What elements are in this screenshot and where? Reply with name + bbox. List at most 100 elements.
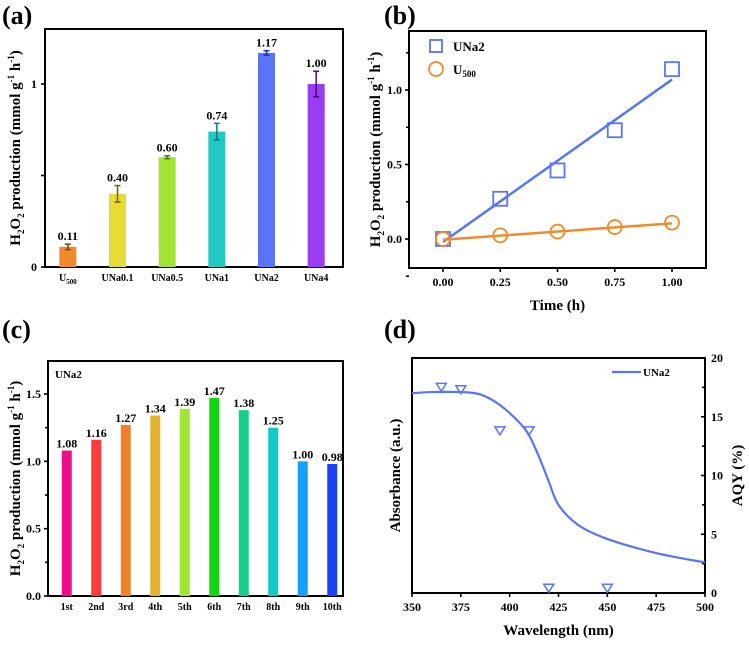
data-point-circle (606, 219, 623, 235)
panel-b-scatter-chart: 0.00 0.25 0.50 0.75 1.00 0.0 0.5 1.0 UNa2 U500 Tim… (366, 30, 707, 314)
data-point-square (549, 162, 566, 179)
x-tick-label: 475 (647, 600, 665, 614)
bar (297, 461, 308, 596)
x-category-label: UNa0.5 (151, 273, 183, 284)
absorbance-line (411, 390, 706, 564)
bar (91, 439, 102, 596)
bar-value-label: 1.00 (292, 447, 313, 461)
y2-tick-label: 10 (711, 469, 723, 483)
data-point-circle (492, 227, 509, 244)
bar (307, 84, 325, 267)
y2-axis-title: AQY (%) (730, 445, 746, 507)
x-tick-label: 1.00 (662, 275, 683, 289)
aqy-point-triangle (600, 583, 614, 594)
bar (258, 52, 275, 267)
panel-label-a: (a) (2, 1, 32, 30)
y-tick-label: 0 (31, 260, 37, 274)
y-axis-title: H2O2 production (mmol g-1 h-1) (6, 381, 26, 576)
x-tick-label: 0.25 (490, 275, 511, 289)
y-axis-title: H2O2 production (mmol g-1 h-1) (6, 50, 26, 245)
y-tick-label: 0.0 (26, 589, 41, 603)
data-point-square (606, 122, 623, 139)
aqy-point-triangle (454, 384, 468, 396)
x-category-label: UNa2 (254, 273, 278, 284)
panel-c-bar-chart: 0.0 0.5 1.0 1.5 1.08 1st 1.16 2nd 1.27 3rd 1.34 4th… (6, 360, 344, 613)
y2-tick-label: 20 (711, 351, 723, 365)
x-category-label: 10th (323, 602, 342, 613)
x-category-label: 4th (148, 602, 162, 613)
y-axis-title: Absorbance (a.u.) (388, 419, 404, 533)
plot-frame (47, 360, 344, 597)
x-tick-label: 400 (501, 600, 519, 614)
y-tick-label: 1.0 (26, 454, 41, 468)
x-category-label: 9th (296, 602, 310, 613)
y-tick-label: 1.0 (387, 83, 402, 97)
x-category-label: 3rd (118, 602, 133, 613)
bar-value-label: 1.38 (233, 396, 254, 410)
data-point-circle (549, 223, 566, 240)
data-point-square (492, 190, 509, 207)
sample-annotation: UNa2 (55, 369, 82, 381)
bar (208, 131, 226, 267)
data-point-circle (664, 214, 680, 231)
y-tick-label: 1 (31, 77, 37, 91)
x-category-label: 8th (266, 602, 280, 613)
x-category-label: U500 (59, 273, 77, 286)
bar-value-label: 0.11 (58, 229, 78, 243)
x-axis-title: Wavelength (nm) (503, 623, 613, 639)
x-category-label: UNa1 (205, 273, 229, 284)
y-tick-label: 1.5 (26, 387, 41, 401)
bar (179, 408, 190, 596)
plot-frame (44, 28, 344, 268)
bar-value-label: 1.47 (204, 384, 225, 398)
y2-tick-label: 5 (711, 527, 717, 541)
x-tick-label: 425 (550, 600, 568, 614)
bar (268, 427, 279, 596)
panel-label-b: (b) (384, 1, 416, 30)
bar-value-label: 1.17 (256, 36, 277, 50)
bar (59, 246, 77, 267)
y-tick-label: 0.5 (26, 522, 41, 536)
x-tick-label: 0.75 (604, 275, 625, 289)
data-point-circle (435, 231, 451, 247)
legend-circle-icon (428, 61, 444, 77)
x-category-label: 5th (178, 602, 192, 613)
x-category-label: 6th (207, 602, 221, 613)
legend-square-icon (429, 39, 443, 53)
bar-value-label: 1.39 (174, 395, 195, 409)
x-category-label: UNa0.1 (102, 273, 134, 284)
x-category-label: 1st (61, 602, 74, 613)
bar-value-label: 0.60 (157, 141, 178, 155)
bar-value-label: 0.98 (322, 450, 343, 464)
x-axis-title: Time (h) (530, 298, 585, 314)
aqy-point-triangle (542, 583, 556, 594)
y2-tick-label: 0 (711, 586, 717, 600)
bar-value-label: 0.74 (206, 108, 227, 122)
aqy-point-triangle (434, 382, 448, 393)
x-tick-label: 500 (696, 600, 714, 614)
y-axis-title: H2O2 production (mmol g-1 h-1) (366, 52, 386, 247)
bar-value-label: 1.25 (263, 414, 284, 428)
legend-label: UNa2 (643, 367, 670, 379)
panel-label-d: (d) (384, 315, 416, 344)
x-tick-label: 375 (452, 600, 470, 614)
y-tick-label: 0.0 (387, 232, 402, 246)
bar (238, 410, 249, 596)
bar-value-label: 1.34 (145, 402, 166, 416)
bar (109, 193, 126, 267)
aqy-point-triangle (522, 426, 536, 437)
bar-value-label: 1.00 (306, 56, 327, 70)
bar (61, 450, 72, 596)
fit-line-una2 (442, 78, 673, 243)
legend-label: U500 (453, 62, 476, 79)
y2-tick-label: 15 (711, 410, 723, 424)
x-category-label: UNa4 (304, 273, 328, 284)
bar (150, 415, 161, 596)
x-category-label: 7th (237, 602, 251, 613)
bar (327, 464, 338, 596)
x-tick-label: 450 (598, 600, 616, 614)
bar (158, 157, 176, 267)
bar (120, 424, 131, 596)
